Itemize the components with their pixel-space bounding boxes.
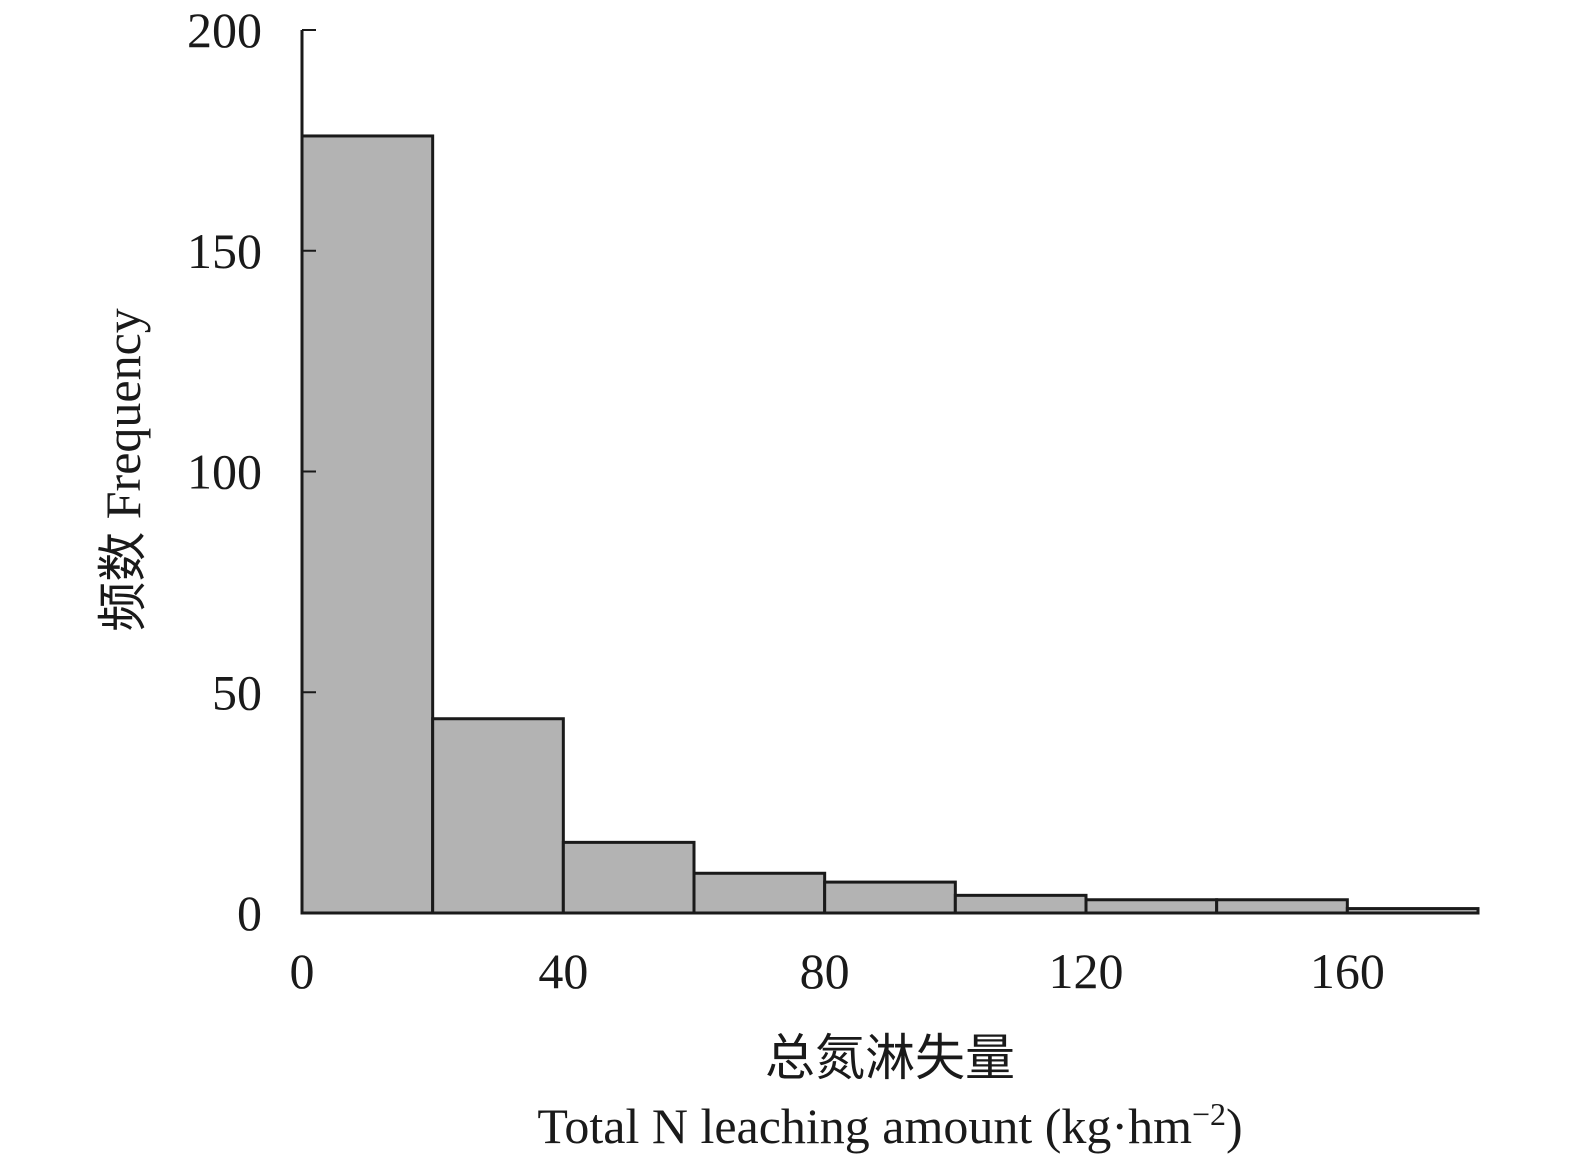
y-tick-label: 200	[187, 2, 262, 58]
histogram-bar	[1084, 898, 1219, 915]
x-axis-title-en-close: )	[1226, 1098, 1243, 1154]
y-tick-label: 50	[212, 664, 262, 720]
x-tick-label: 0	[290, 943, 315, 999]
y-tick-label: 150	[187, 223, 262, 279]
histogram-bar	[823, 880, 957, 915]
x-axis-title-en-sup: −2	[1192, 1096, 1226, 1132]
x-axis-title-cn: 总氮淋失量	[765, 1030, 1015, 1086]
x-tick-label: 120	[1049, 943, 1124, 999]
histogram-bar	[1215, 898, 1349, 915]
histogram-bar	[692, 871, 827, 915]
x-tick-label: 40	[538, 943, 588, 999]
axes-layer	[300, 29, 1478, 915]
histogram-bar	[300, 134, 435, 915]
x-axis-title-en-main: Total N leaching amount (kg·hm	[537, 1098, 1192, 1154]
y-tick-label: 100	[187, 444, 262, 500]
x-axis-title-en: Total N leaching amount (kg·hm−2)	[537, 1096, 1242, 1154]
histogram-bar	[953, 893, 1088, 915]
y-tick-label: 0	[237, 885, 262, 941]
x-tick-label: 160	[1310, 943, 1385, 999]
y-axis-title: 频数 Frequency	[95, 308, 151, 632]
labels-layer: 0 50 100 150 200 0 40 80 120 160	[187, 2, 1385, 999]
x-tick-label: 80	[800, 943, 850, 999]
bars-layer	[300, 134, 1480, 915]
histogram-bar	[561, 840, 696, 915]
histogram-bar	[431, 717, 565, 915]
